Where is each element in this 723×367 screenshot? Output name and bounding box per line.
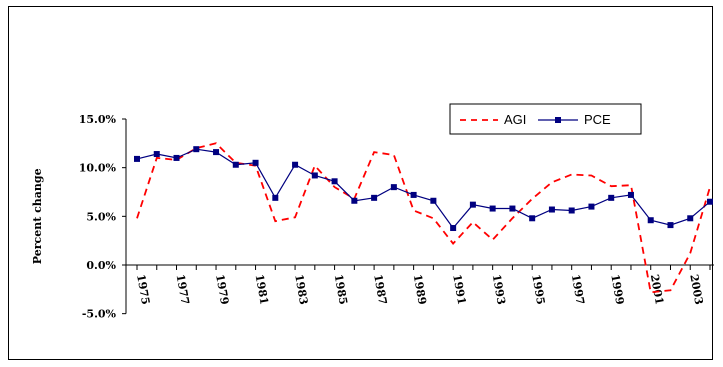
data-point-pce xyxy=(252,159,259,166)
x-tick-label: 1997 xyxy=(569,273,587,305)
line-chart: 15.0% 10.0% 5.0% 0.0% -5.0% 1975 1977 1979 1981 1… xyxy=(31,103,714,321)
chart-frame: 15.0% 10.0% 5.0% 0.0% -5.0% 1975 1977 1979 1981 1… xyxy=(8,6,714,360)
legend-box xyxy=(449,103,642,135)
data-point-pce xyxy=(529,215,536,222)
legend-label-agi: AGI xyxy=(504,112,526,127)
data-point-pce xyxy=(134,155,140,162)
data-point-pce xyxy=(193,146,200,153)
y-tick-label: 0.0% xyxy=(86,259,116,272)
y-tick-label: 15.0% xyxy=(79,113,117,126)
x-tick-label: 1985 xyxy=(332,273,350,305)
x-tick-label: 1981 xyxy=(253,273,271,305)
data-point-pce xyxy=(173,154,180,161)
data-point-pce xyxy=(647,217,654,224)
data-point-pce xyxy=(450,225,457,232)
data-point-pce xyxy=(371,194,378,201)
data-point-pce xyxy=(272,194,279,201)
data-point-pce xyxy=(292,161,299,168)
data-point-pce xyxy=(548,206,555,213)
data-point-pce xyxy=(707,198,713,205)
x-tick-label: 1983 xyxy=(292,273,310,305)
y-tick-label: 5.0% xyxy=(86,210,116,223)
y-axis-title: Percent change xyxy=(31,168,44,264)
x-tick-label: 1995 xyxy=(529,273,547,305)
data-point-pce xyxy=(331,178,338,185)
x-tick-label: 1989 xyxy=(411,273,429,305)
data-point-pce xyxy=(667,222,674,229)
legend-label-pce: PCE xyxy=(584,112,611,127)
x-tick-label: 1991 xyxy=(450,273,468,305)
x-tick-label: 1999 xyxy=(608,273,626,305)
series-line-pce xyxy=(136,148,711,229)
x-tick-label: 2003 xyxy=(687,273,705,305)
x-tick-label: 1977 xyxy=(174,273,192,305)
x-tick-label: 1979 xyxy=(213,273,231,305)
x-tick-label: 1975 xyxy=(134,273,152,305)
data-point-pce xyxy=(489,205,496,212)
data-point-pce xyxy=(153,151,160,158)
data-point-pce xyxy=(608,194,615,201)
data-point-pce xyxy=(469,201,476,208)
data-point-pce xyxy=(687,215,694,222)
data-point-pce xyxy=(311,172,318,179)
x-tick-label: 2001 xyxy=(648,273,666,305)
legend-marker-pce xyxy=(555,117,561,123)
data-point-pce xyxy=(588,203,595,210)
data-point-pce xyxy=(390,184,397,191)
y-tick-label: -5.0% xyxy=(82,308,117,321)
data-point-pce xyxy=(213,149,220,156)
data-point-pce xyxy=(568,207,575,214)
data-point-pce xyxy=(410,191,417,198)
data-point-pce xyxy=(351,197,358,204)
x-tick-label: 1987 xyxy=(371,273,389,305)
x-tick-label: 1993 xyxy=(490,273,508,305)
y-tick-label: 10.0% xyxy=(79,162,117,175)
series-line-agi xyxy=(136,142,711,294)
data-point-pce xyxy=(232,161,239,168)
data-point-pce xyxy=(430,197,437,204)
data-point-pce xyxy=(509,205,516,212)
data-point-pce xyxy=(627,191,634,198)
